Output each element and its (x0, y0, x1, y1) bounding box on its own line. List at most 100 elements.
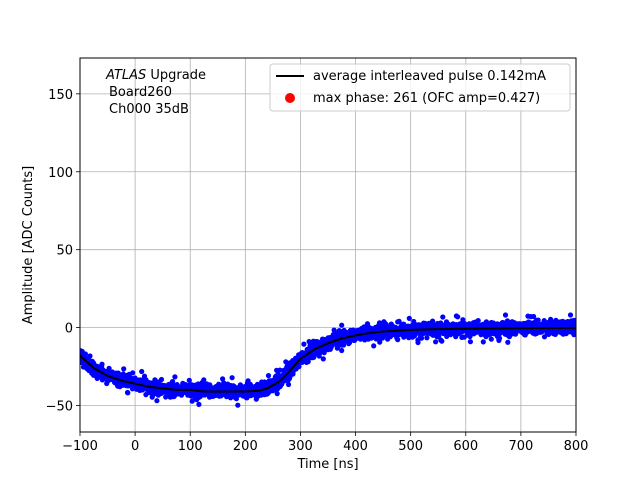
sample-point (149, 394, 155, 400)
sample-point (419, 322, 425, 328)
sample-point (502, 312, 509, 318)
sample-point (290, 371, 296, 377)
sample-point (285, 381, 292, 388)
sample-point (265, 373, 272, 379)
sample-point (496, 329, 502, 335)
sample-point (460, 317, 466, 323)
sample-point (331, 327, 337, 333)
sample-point (530, 329, 536, 335)
sample-point (459, 329, 465, 335)
sample-point (310, 353, 316, 359)
sample-point (301, 341, 307, 347)
sample-point (283, 359, 289, 365)
sample-point (453, 313, 459, 319)
sample-point (569, 329, 575, 335)
legend: average interleaved pulse 0.142mA max ph… (269, 63, 571, 112)
sample-point (249, 384, 255, 390)
sample-point (396, 318, 402, 324)
sample-point (255, 384, 261, 390)
atlas-annotation: ATLAS Upgrade Board260 Ch000 35dB (105, 68, 206, 117)
x-tick-label: 700 (508, 439, 533, 454)
x-tick-label: 0 (131, 439, 139, 454)
sample-point (354, 335, 360, 341)
x-tick-label: 100 (178, 439, 203, 454)
sample-point (341, 327, 347, 333)
sample-point (478, 322, 484, 328)
sample-point (512, 331, 519, 337)
sample-point (141, 373, 148, 379)
y-tick-label: 0 (65, 322, 73, 337)
sample-point (201, 392, 207, 398)
sample-point (257, 391, 263, 398)
sample-point (158, 376, 165, 383)
sample-point (465, 328, 471, 334)
legend-marker-swatch (285, 93, 295, 103)
sample-point (388, 332, 394, 338)
x-tick-label: 300 (288, 439, 313, 454)
sample-point (261, 392, 268, 398)
sample-points (80, 312, 576, 408)
sample-point (274, 391, 280, 397)
sample-point (277, 367, 283, 373)
axis-ticks: −100 0 100 200 300 400 500 600 700 800 −50 0 50 100 15… (46, 88, 589, 454)
sample-point (496, 337, 502, 343)
sample-point (163, 394, 169, 400)
y-axis-label: Amplitude [ADC Counts] (21, 166, 36, 324)
sample-point (368, 335, 374, 341)
sample-point (146, 379, 152, 386)
sample-point (201, 377, 207, 383)
sample-point (125, 383, 131, 389)
grid-lines (79, 58, 577, 432)
sample-point (371, 343, 377, 349)
sample-point (523, 322, 530, 328)
x-tick-label: −100 (62, 439, 98, 454)
sample-point (201, 384, 207, 390)
sample-point (485, 322, 491, 328)
sample-point (304, 346, 310, 352)
sample-point (221, 380, 227, 386)
sample-point (440, 314, 446, 320)
sample-point (189, 398, 195, 404)
sample-point (567, 312, 574, 318)
sample-point (229, 375, 235, 381)
annotation-channel: Ch000 35dB (109, 102, 189, 117)
sample-point (339, 322, 345, 328)
sample-point (244, 395, 250, 401)
sample-point (261, 381, 267, 387)
sample-point (532, 322, 539, 328)
sample-point (178, 384, 184, 390)
sample-point (284, 364, 290, 370)
y-tick-label: 100 (48, 166, 73, 181)
annotation-board: Board260 (109, 85, 172, 100)
sample-point (123, 372, 129, 379)
sample-point (268, 378, 274, 384)
sample-point (424, 335, 430, 341)
sample-point (451, 331, 457, 337)
sample-point (406, 335, 412, 341)
sample-point (143, 392, 149, 398)
sample-point (125, 390, 131, 396)
sample-point (239, 384, 245, 390)
sample-point (339, 347, 345, 354)
sample-point (505, 339, 511, 345)
sample-point (477, 329, 483, 335)
sample-point (381, 323, 387, 329)
x-tick-label: 800 (564, 439, 589, 454)
sample-point (87, 353, 93, 359)
sample-point (499, 323, 505, 329)
sample-point (406, 331, 412, 337)
sample-point (81, 361, 87, 367)
sample-point (235, 402, 241, 408)
sample-point (182, 389, 188, 396)
y-tick-label: −50 (46, 400, 73, 415)
plot-frame (79, 57, 577, 433)
sample-point (376, 322, 382, 329)
sample-point (253, 393, 259, 399)
average-pulse-line (79, 326, 577, 393)
sample-point (139, 368, 145, 375)
sample-point (373, 332, 379, 338)
sample-point (335, 340, 341, 346)
sample-point (377, 339, 383, 345)
x-tick-label: 200 (233, 439, 258, 454)
